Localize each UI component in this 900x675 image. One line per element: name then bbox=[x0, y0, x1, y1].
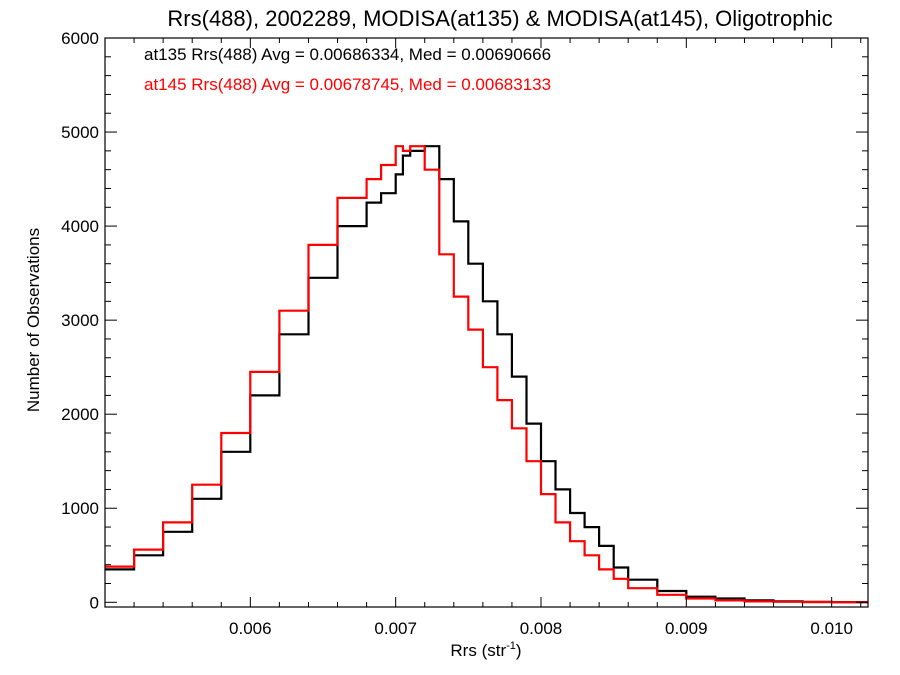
x-tick-label: 0.010 bbox=[810, 619, 853, 638]
y-tick-label: 5000 bbox=[61, 123, 99, 142]
x-axis-label-suffix: ) bbox=[516, 641, 522, 660]
x-tick-label: 0.008 bbox=[520, 619, 563, 638]
chart-title: Rrs(488), 2002289, MODISA(at135) & MODIS… bbox=[167, 6, 832, 31]
series-layer bbox=[105, 145, 868, 604]
y-axis-label: Number of Observations bbox=[24, 228, 43, 412]
x-tick-label: 0.006 bbox=[229, 619, 272, 638]
y-tick-label: 6000 bbox=[61, 29, 99, 48]
y-tick-label: 4000 bbox=[61, 217, 99, 236]
y-tick-label: 0 bbox=[90, 593, 99, 612]
series-line-at135 bbox=[105, 145, 868, 604]
series-line-at145 bbox=[105, 145, 868, 604]
y-tick-label: 1000 bbox=[61, 499, 99, 518]
annotation-at145: at145 Rrs(488) Avg = 0.00678745, Med = 0… bbox=[144, 75, 551, 94]
y-tick-label: 3000 bbox=[61, 311, 99, 330]
x-axis-label-superscript: -1 bbox=[506, 640, 516, 652]
x-tick-label: 0.007 bbox=[374, 619, 417, 638]
x-axis-label-main: Rrs (str bbox=[450, 641, 506, 660]
x-tick-label: 0.009 bbox=[665, 619, 708, 638]
plot-frame bbox=[104, 37, 869, 608]
x-axis-label: Rrs (str-1) bbox=[450, 640, 521, 660]
y-tick-label: 2000 bbox=[61, 405, 99, 424]
annotation-at135: at135 Rrs(488) Avg = 0.00686334, Med = 0… bbox=[144, 45, 551, 64]
axes-layer: 0.006 0.007 0.008 0.009 0.010 0 1000 2000 3000 40… bbox=[61, 29, 869, 638]
